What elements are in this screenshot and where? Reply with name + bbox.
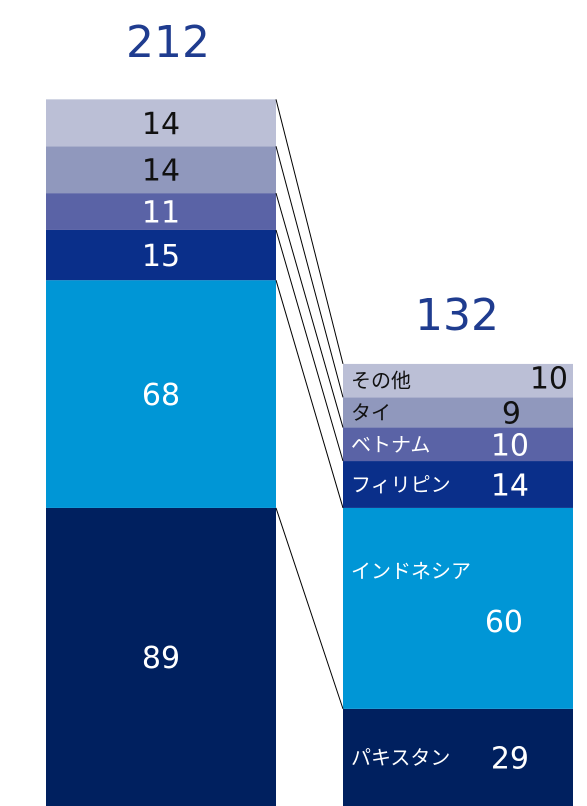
left-segment-value-1: 68 (142, 378, 180, 413)
left-segment-4 (46, 146, 276, 194)
left-bar-total: 212 (126, 17, 210, 68)
right-segment-name-0: パキスタン (351, 745, 450, 769)
connector-line-4 (275, 146, 344, 398)
connector-lines (275, 99, 344, 710)
connector-line-0 (275, 507, 344, 710)
right-segment-name-5: その他 (351, 369, 411, 393)
right-segment-0 (343, 708, 573, 806)
right-bar-total: 132 (415, 290, 499, 341)
connector-line-3 (275, 192, 344, 428)
connector-line-5 (275, 99, 344, 365)
right-segment-name-2: フィリピン (351, 472, 451, 496)
left-bar: 89 68 15 11 14 14 (46, 99, 276, 806)
right-segment-value-2: 14 (491, 468, 529, 503)
left-segment-value-3: 11 (142, 196, 180, 231)
left-segment-value-2: 15 (142, 239, 180, 274)
left-segment-value-5: 14 (142, 107, 180, 142)
left-segment-value-0: 89 (142, 641, 180, 676)
right-segment-value-3: 10 (491, 428, 529, 463)
right-segment-3 (343, 427, 573, 462)
right-bar: パキスタン 29 インドネシア 60 フィリピン 14 ベトナム 10 タイ 9 その他 10 (343, 362, 573, 806)
right-segment-name-4: タイ (351, 400, 391, 424)
right-segment-value-1: 60 (485, 605, 523, 640)
right-segment-1 (343, 507, 573, 709)
left-segment-0 (46, 507, 276, 806)
right-segment-name-3: ベトナム (351, 432, 430, 456)
left-segment-value-4: 14 (142, 154, 180, 189)
left-segment-1 (46, 280, 276, 508)
connector-line-1 (275, 280, 344, 509)
right-segment-value-0: 29 (491, 741, 529, 776)
right-segment-value-4: 9 (502, 396, 521, 431)
connector-line-2 (275, 229, 344, 462)
right-segment-5 (343, 363, 573, 398)
right-segment-value-5: 10 (530, 362, 568, 397)
right-segment-2 (343, 461, 573, 508)
left-segment-5 (46, 99, 276, 147)
right-segment-name-1: インドネシア (351, 559, 471, 583)
right-segment-4 (343, 397, 573, 428)
left-segment-3 (46, 193, 276, 230)
left-segment-2 (46, 229, 276, 281)
